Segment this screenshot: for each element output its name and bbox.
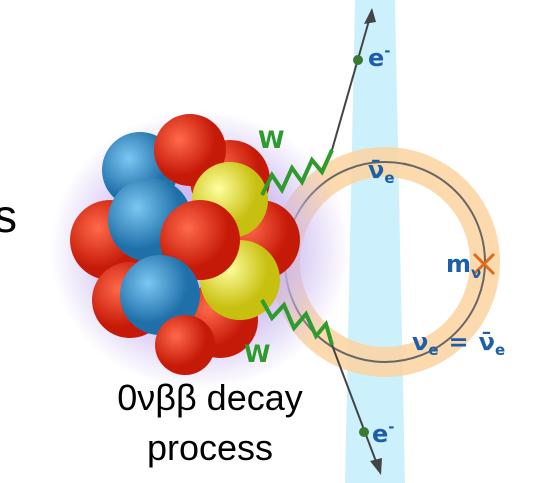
symbol: m (446, 250, 471, 278)
title-fragment: s (0, 190, 17, 242)
symbol: e (372, 420, 388, 448)
subscript: ν (471, 264, 481, 282)
subscript: e (428, 341, 438, 359)
subscript: e (495, 341, 505, 359)
w-label: W (244, 340, 270, 368)
caption-line: process (147, 427, 273, 468)
identity-label: νe=ν̄e (412, 328, 505, 359)
charge: - (388, 418, 394, 436)
diagram: s W W e- e- ν̄e mν νe=ν̄e 0νββ decay pro… (0, 0, 536, 483)
electron-dot (359, 427, 369, 437)
equals: = (449, 328, 469, 356)
symbol: ν̄ (479, 328, 495, 356)
charge: - (384, 42, 390, 60)
electron-dot (353, 55, 363, 65)
subscript: e (384, 169, 394, 187)
page: s W W e- e- ν̄e mν νe=ν̄e 0νββ decay pro… (0, 0, 536, 483)
symbol: ν (412, 328, 428, 356)
symbol: e (368, 44, 384, 72)
symbol: ν̄ (368, 156, 384, 184)
caption-line: 0νββ decay (117, 377, 303, 418)
w-label: W (258, 126, 284, 154)
